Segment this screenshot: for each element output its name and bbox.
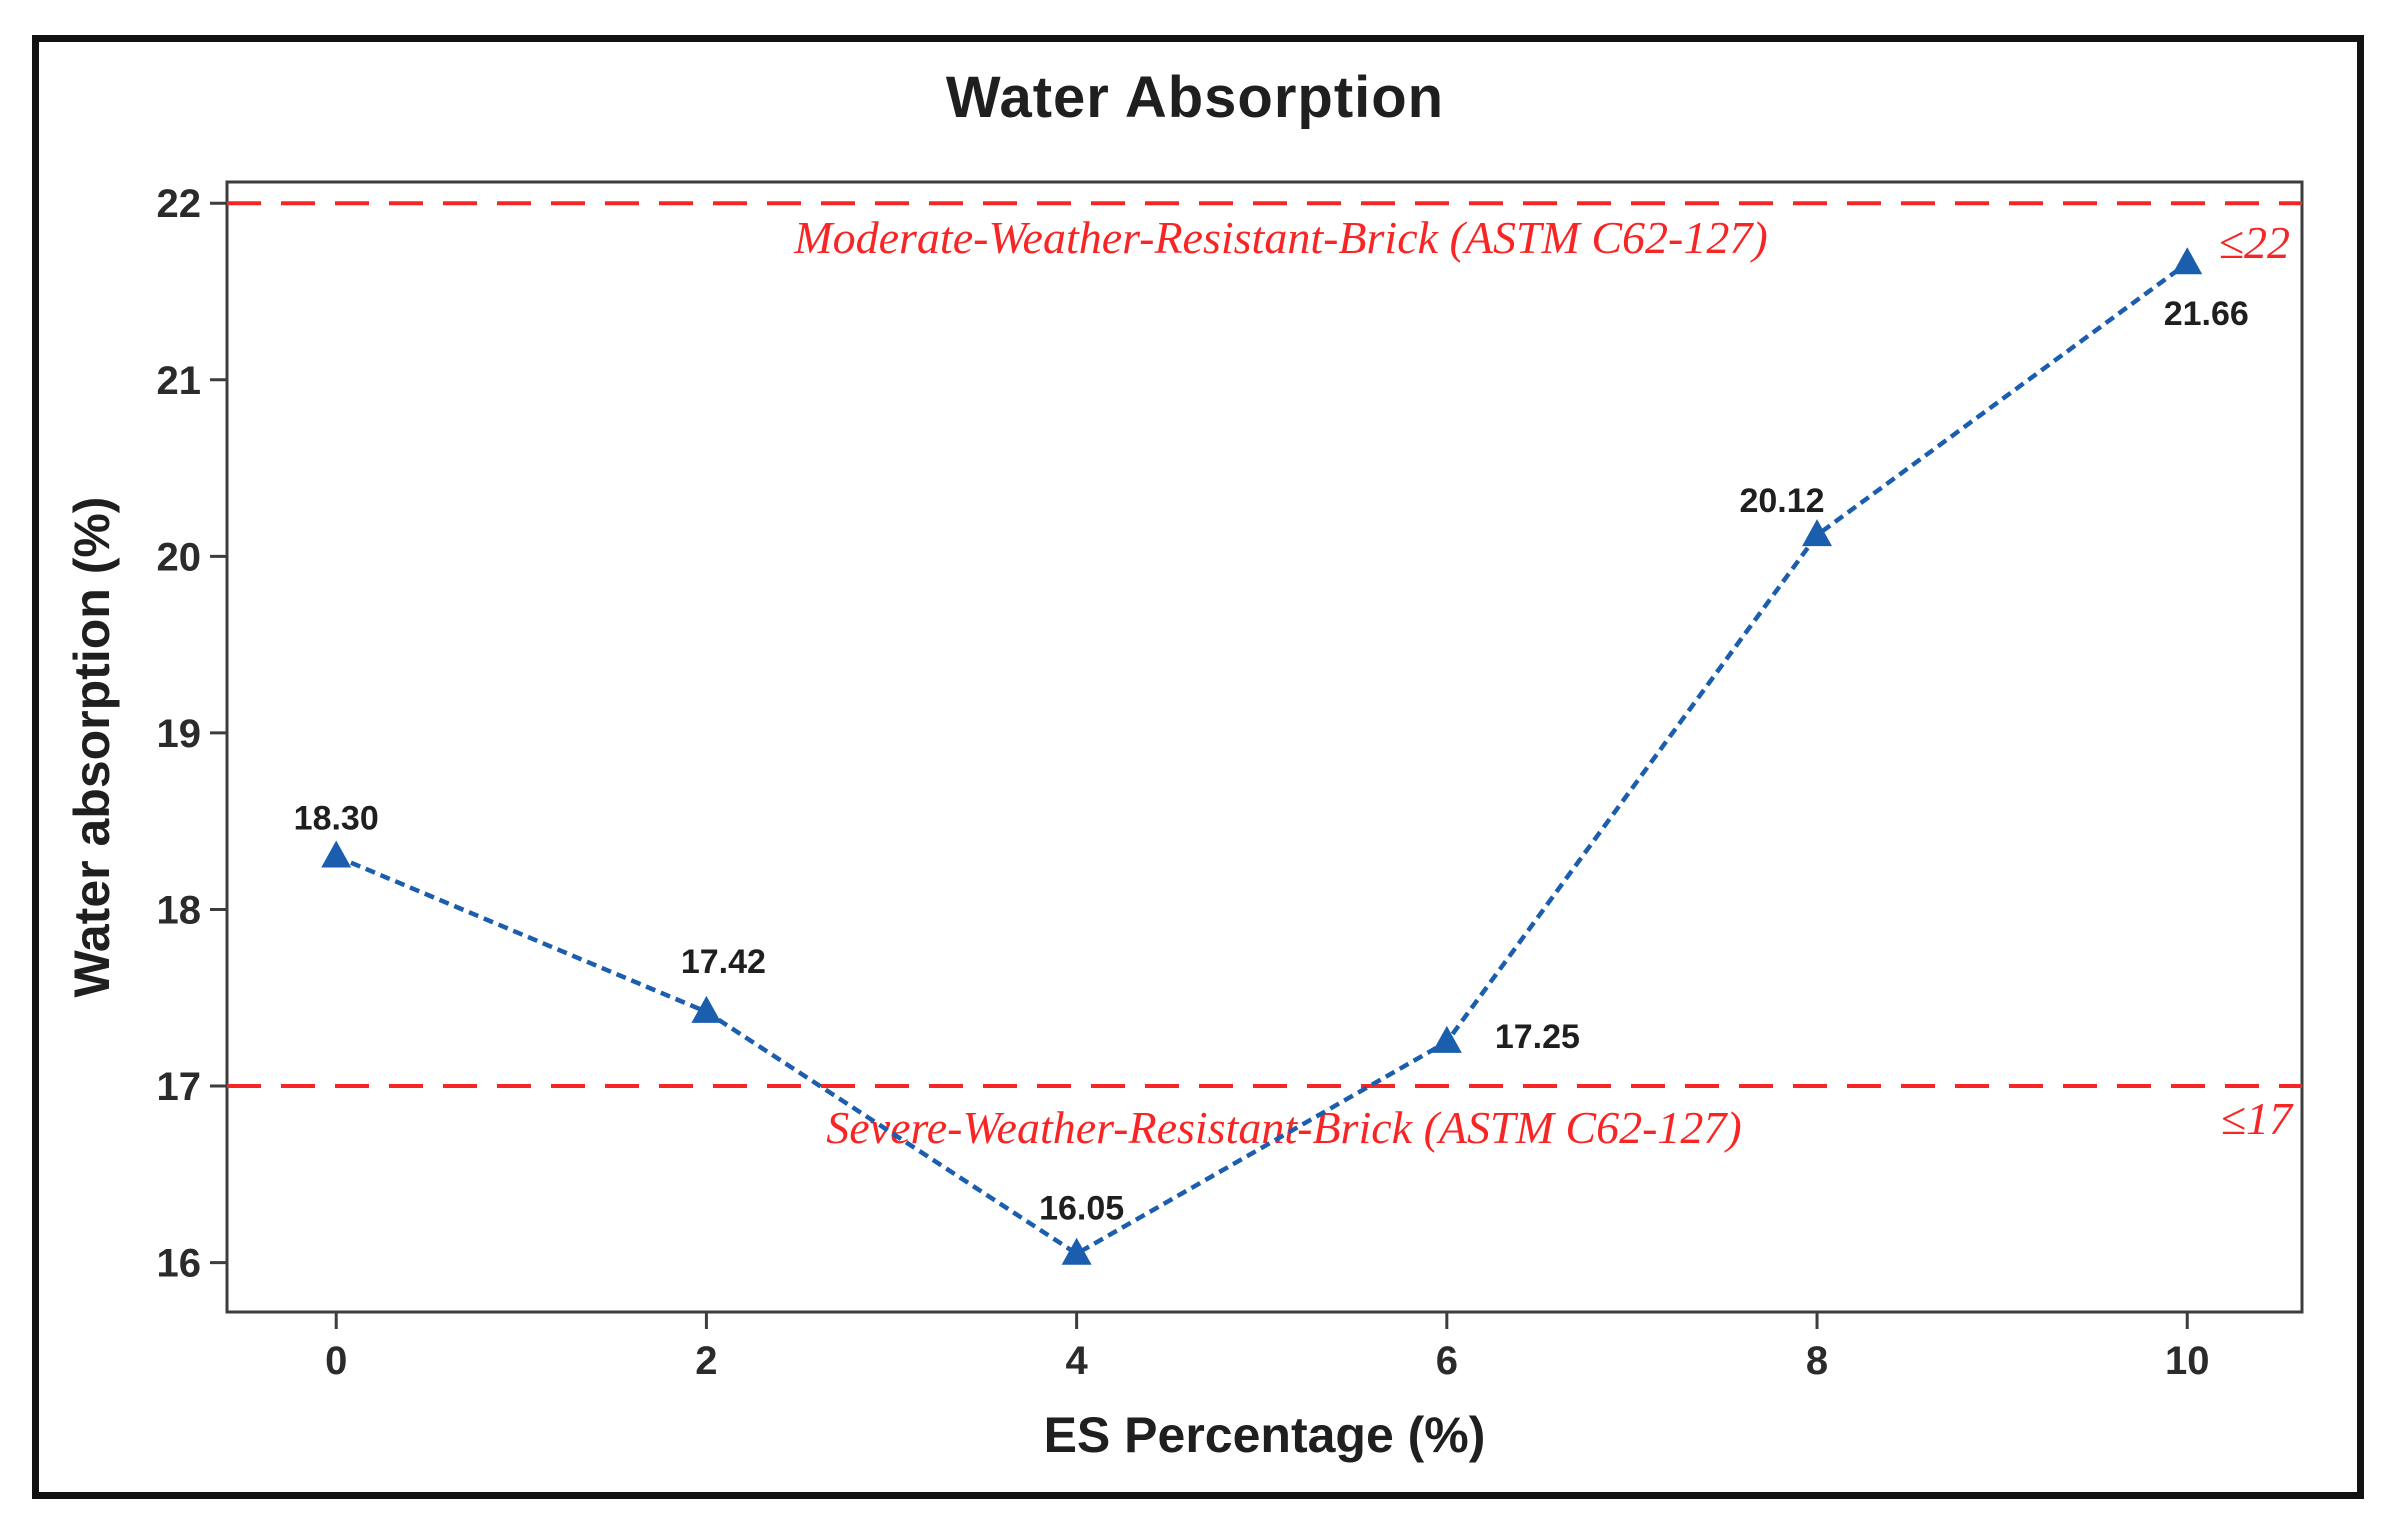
plot-border (225, 180, 2304, 1314)
reference-line-label: Severe-Weather-Resistant-Brick (ASTM C62… (826, 1102, 1741, 1153)
y-tick-label: 21 (157, 359, 202, 403)
x-tick-label: 6 (1436, 1339, 1458, 1383)
reference-limit-label: ≤17 (2221, 1093, 2294, 1144)
data-point-label: 18.30 (294, 799, 379, 837)
x-axis-title: ES Percentage (%) (1043, 1407, 1486, 1463)
data-point-marker (1802, 519, 1833, 547)
x-tick-label: 4 (1065, 1339, 1088, 1383)
data-point-marker (321, 840, 352, 868)
y-tick-label: 17 (157, 1065, 202, 1109)
x-tick-label: 8 (1806, 1339, 1828, 1383)
data-point-label: 21.66 (2164, 295, 2249, 333)
x-tick-label: 0 (325, 1339, 347, 1383)
chart-title: Water Absorption (945, 65, 1445, 130)
reference-limit-label: ≤22 (2219, 217, 2290, 268)
x-tick-label: 2 (695, 1339, 717, 1383)
data-point-label: 17.42 (681, 943, 766, 981)
x-tick-label: 10 (2165, 1339, 2210, 1383)
data-point-marker (1061, 1237, 1092, 1265)
reference-line-label: Moderate-Weather-Resistant-Brick (ASTM C… (793, 212, 1767, 263)
y-tick-label: 18 (157, 888, 202, 932)
y-tick-label: 19 (157, 712, 202, 756)
data-point-label: 20.12 (1739, 482, 1824, 520)
data-point-label: 16.05 (1039, 1190, 1124, 1228)
figure-border (32, 35, 2364, 1499)
y-tick-label: 22 (157, 182, 202, 226)
data-point-label: 17.25 (1495, 1018, 1580, 1056)
data-point-marker (691, 995, 722, 1023)
data-point-marker (2172, 247, 2203, 275)
data-line (335, 261, 2189, 1257)
y-tick-label: 20 (157, 535, 202, 579)
data-point-marker (1431, 1025, 1462, 1053)
y-tick-label: 16 (157, 1242, 202, 1286)
